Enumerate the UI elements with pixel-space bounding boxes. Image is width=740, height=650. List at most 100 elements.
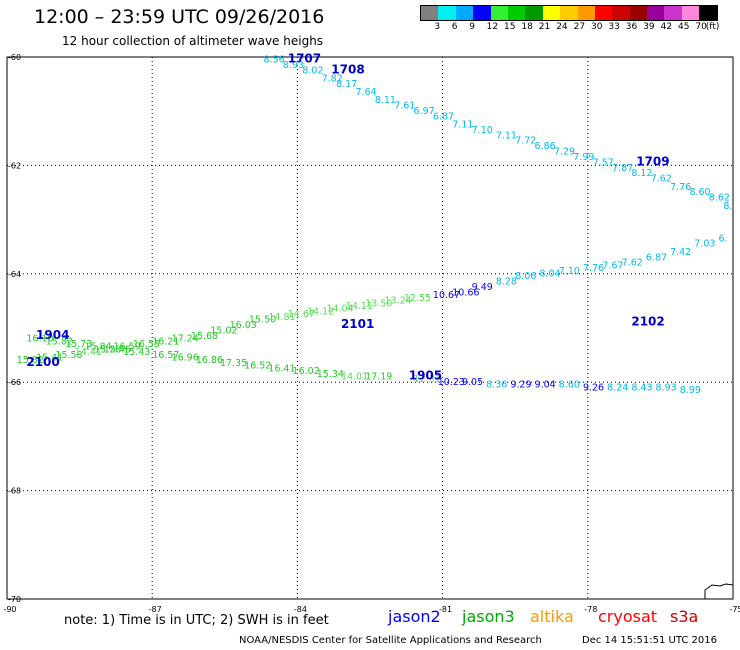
wave-height-label: 7.76 [670, 182, 691, 193]
legend-tick-label: 21 [538, 22, 551, 32]
wave-height-label: 9.26 [583, 382, 604, 393]
wave-height-label: 7.99 [573, 152, 594, 163]
time-label: 1709 [636, 154, 669, 168]
wave-height-label: 10.67 [433, 290, 460, 301]
legend-tick-label: 18 [521, 22, 533, 32]
legend-swatch [699, 6, 717, 20]
x-tick-label: -87 [149, 605, 162, 614]
legend-tick-label: 33 [608, 22, 620, 32]
wave-height-label: 15.45 [104, 344, 131, 355]
y-tick-label: -68 [8, 487, 21, 496]
wave-height-label: 15.84 [84, 342, 111, 353]
y-tick-label: -60 [8, 53, 21, 62]
legend-swatch [577, 6, 595, 20]
wave-height-label: 7.10 [472, 125, 493, 136]
wave-height-label: 17.35 [220, 358, 247, 369]
legend-tick-label: 15 [504, 22, 516, 32]
wave-height-label: 8.24 [607, 382, 628, 393]
wave-height-label: 7.67 [602, 260, 623, 271]
legend-swatch [664, 6, 682, 20]
wave-height-label: 14.67 [288, 309, 315, 320]
legend-swatch [490, 6, 508, 20]
legend-swatch [647, 6, 665, 20]
wave-height-label: 13.24 [385, 296, 412, 307]
legend-unit: (ft) [705, 22, 720, 32]
chart-subtitle: 12 hour collection of altimeter wave hei… [62, 34, 324, 48]
wave-height-label: 16.02 [293, 366, 320, 377]
wave-height-label: 7.62 [651, 174, 672, 185]
wave-height-label: 7.10 [559, 266, 580, 277]
wave-height-label: 16.55 [133, 339, 160, 350]
time-label: 2100 [26, 355, 59, 369]
wave-height-label: 17.24 [172, 334, 199, 345]
wave-height-label: 15.43 [123, 347, 150, 358]
legend-tick-label: 27 [573, 22, 586, 32]
wave-height-label: 15.28 [94, 344, 121, 355]
footnote: note: 1) Time is in UTC; 2) SWH is in fe… [64, 613, 329, 628]
legend-tick-label: 9 [469, 22, 475, 32]
wave-height-label: 8.60 [559, 380, 580, 391]
wave-height-label: 6. [718, 233, 727, 244]
legend-swatch [438, 6, 456, 20]
legend-s3a: s3a [670, 607, 699, 626]
legend-swatch [681, 6, 700, 20]
chart-title: 12:00 – 23:59 UTC 09/26/2016 [34, 6, 325, 28]
time-label: 1707 [288, 51, 321, 65]
wave-height-label: 16.86 [196, 355, 223, 366]
time-label: 1708 [331, 62, 364, 76]
wave-height-label: 6.97 [414, 106, 435, 117]
legend-swatch [473, 6, 491, 20]
y-tick-label: -66 [8, 378, 21, 387]
y-tick-label: -64 [8, 270, 21, 279]
wave-height-label: 7.57 [593, 157, 614, 168]
wave-height-label: 16.57 [152, 350, 179, 361]
wave-height-label: 8.62 [709, 193, 730, 204]
wave-height-label: 7.64 [355, 87, 376, 98]
wave-height-label: 7.72 [515, 136, 536, 147]
wave-height-label: 8.11 [375, 95, 396, 106]
wave-height-label: 7.42 [670, 247, 691, 258]
wave-height-label: 7.87 [612, 163, 633, 174]
legend-tick-label: 12 [486, 22, 499, 32]
wave-height-label: 6.87 [646, 252, 667, 263]
wave-height-label: 7.82 [322, 73, 343, 84]
wave-height-label: 15.82 [46, 336, 73, 347]
wave-height-label: 7.29 [554, 147, 575, 158]
wave-height-label: 15.82 [17, 355, 44, 366]
legend-tick-label: 42 [660, 22, 673, 32]
legend-cryosat: cryosat [598, 607, 658, 626]
wave-height-label: 6.86 [535, 141, 556, 152]
legend-tick-label: 30 [591, 22, 603, 32]
wave-height-label: 8.93 [656, 382, 677, 393]
legend-swatch [560, 6, 578, 20]
time-label: 2101 [341, 317, 374, 331]
wave-height-label: 16.21 [152, 336, 179, 347]
time-label: 1905 [409, 368, 442, 382]
wave-height-label: 8.28 [496, 277, 517, 288]
wave-height-label: 16.96 [172, 353, 199, 364]
wave-height-label: 8.04 [539, 269, 560, 280]
wave-height-label: 14.12 [307, 306, 334, 317]
wave-height-label: 9.49 [472, 282, 493, 293]
y-tick-label: -70 [8, 595, 21, 604]
plot-frame [6, 56, 734, 600]
wave-height-label: 16.59 [113, 342, 140, 353]
wave-height-label: 14.11 [346, 301, 373, 312]
x-tick-label: -90 [3, 605, 16, 614]
legend-tick-label: 45 [678, 22, 690, 32]
x-tick-label: -78 [584, 605, 597, 614]
time-label: 1904 [36, 328, 69, 342]
time-label: 2102 [631, 314, 664, 328]
wave-height-label: 8. [723, 201, 732, 212]
wave-height-label: 8.93 [283, 60, 304, 71]
color-scale-labels: 3 6 9 12 15 18 21 24 27 30 33 36 39 42 45 70 (ft) [420, 22, 740, 34]
wave-height-label: 15.02 [210, 325, 237, 336]
wave-height-label: 16.10 [26, 334, 53, 345]
legend-swatch [507, 6, 526, 20]
footer-credit: NOAA/NESDIS Center for Satellite Applica… [239, 635, 542, 646]
legend-swatch [594, 6, 613, 20]
legend-jason3: jason3 [462, 607, 515, 626]
wave-height-label: 15.41 [36, 353, 63, 364]
legend-swatch [525, 6, 543, 20]
